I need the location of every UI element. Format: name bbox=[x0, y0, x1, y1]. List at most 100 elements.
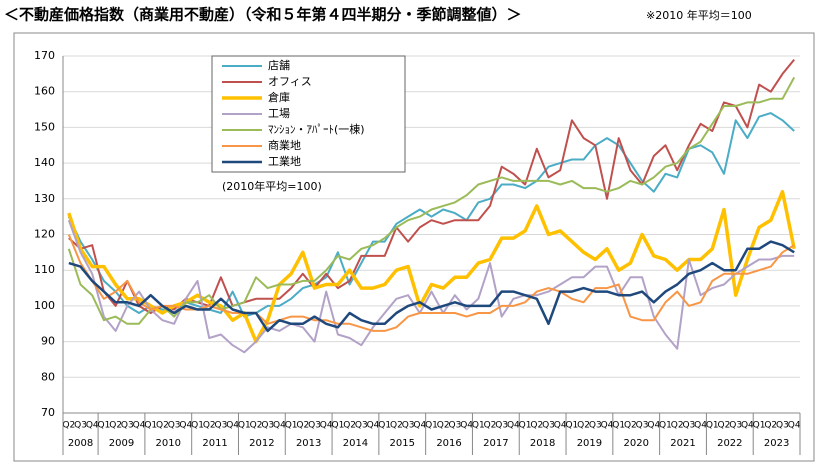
series-line bbox=[67, 219, 795, 354]
x-tick-label: Q2 bbox=[296, 421, 309, 431]
x-tick-label: Q3 bbox=[682, 421, 695, 431]
x-tick-label: Q3 bbox=[448, 421, 461, 431]
x-tick-label: Q4 bbox=[741, 421, 754, 431]
legend-label: 工場 bbox=[268, 107, 290, 120]
x-tick-label: Q4 bbox=[554, 421, 567, 431]
x-tick-label: Q4 bbox=[273, 421, 286, 431]
x-tick-label: Q1 bbox=[425, 421, 438, 431]
x-tick-label: Q2 bbox=[624, 421, 637, 431]
x-tick-label: Q1 bbox=[753, 421, 766, 431]
x-tick-label: Q1 bbox=[519, 421, 532, 431]
x-tick-label: Q3 bbox=[776, 421, 789, 431]
y-tick-label: 130 bbox=[34, 192, 55, 205]
x-tick-label: Q2 bbox=[62, 421, 75, 431]
x-tick-label: Q3 bbox=[215, 421, 228, 431]
x-tick-label: Q2 bbox=[437, 421, 450, 431]
series-line bbox=[68, 240, 795, 333]
x-tick-label: Q4 bbox=[601, 421, 614, 431]
x-tick-label: Q2 bbox=[343, 421, 356, 431]
x-tick-label: Q4 bbox=[647, 421, 660, 431]
x-group-label: 2016 bbox=[436, 438, 461, 449]
legend-label: 商業地 bbox=[268, 138, 301, 152]
x-tick-label: Q3 bbox=[261, 421, 274, 431]
legend-label: ﾏﾝｼｮﾝ・ｱﾊﾟｰﾄ(一棟) bbox=[268, 122, 365, 136]
x-tick-label: Q1 bbox=[285, 421, 298, 431]
y-tick-label: 170 bbox=[34, 49, 55, 62]
legend-label: 店舗 bbox=[268, 58, 290, 72]
series-line bbox=[67, 234, 795, 332]
x-group-label: 2018 bbox=[530, 438, 555, 449]
series-line bbox=[67, 76, 796, 325]
x-tick-label: Q2 bbox=[203, 421, 216, 431]
x-group-label: 2021 bbox=[670, 438, 695, 449]
x-group-label: 2017 bbox=[483, 438, 508, 449]
x-tick-label: Q3 bbox=[121, 421, 134, 431]
x-tick-label: Q4 bbox=[788, 421, 801, 431]
x-tick-label: Q2 bbox=[156, 421, 169, 431]
x-group-label: 2014 bbox=[343, 438, 368, 449]
x-tick-label: Q1 bbox=[98, 421, 111, 431]
x-tick-label: Q1 bbox=[332, 421, 345, 431]
x-tick-label: Q4 bbox=[86, 421, 99, 431]
y-tick-label: 150 bbox=[34, 120, 55, 133]
legend-label: 工業地 bbox=[268, 155, 301, 168]
x-tick-label: Q1 bbox=[612, 421, 625, 431]
x-tick-label: Q3 bbox=[636, 421, 649, 431]
y-tick-label: 160 bbox=[34, 85, 55, 98]
x-tick-label: Q4 bbox=[133, 421, 146, 431]
chart-border bbox=[13, 32, 815, 462]
x-tick-label: Q3 bbox=[74, 421, 87, 431]
x-group-label: 2019 bbox=[577, 438, 602, 449]
x-tick-label: Q4 bbox=[179, 421, 192, 431]
x-tick-label: Q2 bbox=[530, 421, 543, 431]
x-tick-label: Q4 bbox=[320, 421, 333, 431]
x-tick-label: Q3 bbox=[355, 421, 368, 431]
x-tick-label: Q1 bbox=[238, 421, 251, 431]
x-group-label: 2022 bbox=[717, 438, 742, 449]
x-tick-label: Q1 bbox=[659, 421, 672, 431]
x-tick-label: Q4 bbox=[694, 421, 707, 431]
x-tick-label: Q2 bbox=[109, 421, 122, 431]
y-tick-label: 140 bbox=[34, 156, 55, 169]
x-tick-label: Q1 bbox=[472, 421, 485, 431]
x-tick-label: Q2 bbox=[718, 421, 731, 431]
x-tick-label: Q1 bbox=[378, 421, 391, 431]
x-group-label: 2009 bbox=[109, 438, 134, 449]
x-tick-label: Q2 bbox=[764, 421, 777, 431]
chart-title: ＜不動産価格指数（商業用不動産）（令和５年第４四半期分・季節調整値）＞ bbox=[4, 6, 522, 24]
note: ※2010 年平均＝100 bbox=[646, 8, 752, 22]
x-group-label: 2013 bbox=[296, 438, 321, 449]
x-group-label: 2020 bbox=[623, 438, 648, 449]
x-tick-label: Q1 bbox=[144, 421, 157, 431]
x-tick-label: Q2 bbox=[390, 421, 403, 431]
legend-label: 倉庫 bbox=[268, 90, 290, 104]
y-tick-label: 120 bbox=[34, 228, 55, 241]
y-tick-label: 80 bbox=[41, 370, 55, 383]
x-tick-label: Q4 bbox=[367, 421, 380, 431]
x-tick-label: Q1 bbox=[565, 421, 578, 431]
y-tick-label: 90 bbox=[41, 335, 55, 348]
x-group-label: 2012 bbox=[249, 438, 274, 449]
x-tick-label: Q3 bbox=[308, 421, 321, 431]
x-tick-label: Q2 bbox=[577, 421, 590, 431]
x-tick-label: Q1 bbox=[191, 421, 204, 431]
x-tick-label: Q4 bbox=[507, 421, 520, 431]
x-tick-label: Q3 bbox=[168, 421, 181, 431]
x-group-label: 2023 bbox=[764, 438, 789, 449]
x-tick-label: Q3 bbox=[589, 421, 602, 431]
x-group-label: 2015 bbox=[390, 438, 415, 449]
x-group-label: 2008 bbox=[68, 438, 93, 449]
x-tick-label: Q4 bbox=[460, 421, 473, 431]
y-tick-label: 100 bbox=[34, 299, 55, 312]
x-tick-label: Q3 bbox=[542, 421, 555, 431]
x-tick-label: Q2 bbox=[484, 421, 497, 431]
x-group-label: 2011 bbox=[202, 438, 227, 449]
x-tick-label: Q4 bbox=[226, 421, 239, 431]
series-line bbox=[68, 58, 795, 314]
x-tick-label: Q4 bbox=[413, 421, 426, 431]
x-tick-label: Q1 bbox=[706, 421, 719, 431]
y-tick-label: 110 bbox=[34, 263, 55, 276]
x-tick-label: Q3 bbox=[495, 421, 508, 431]
y-tick-label: 70 bbox=[41, 406, 55, 419]
